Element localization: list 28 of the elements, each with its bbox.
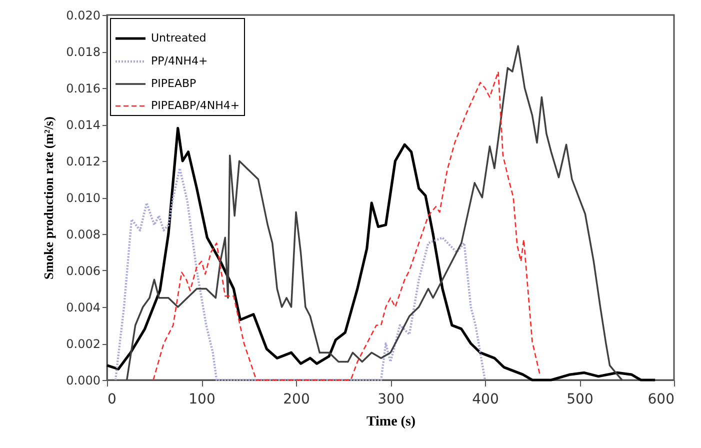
line-series <box>106 126 656 382</box>
legend-label: PP/4NH4+ <box>151 54 208 68</box>
x-axis-title: Time (s) <box>366 414 416 430</box>
x-tick-label: 200 <box>283 392 310 408</box>
x-tick-label: 500 <box>566 392 594 408</box>
line-series <box>126 45 623 381</box>
y-tick-label: 0.018 <box>66 45 100 59</box>
line-series <box>152 70 540 381</box>
legend-label: Untreated <box>151 32 206 44</box>
x-tick-label: 0 <box>108 392 116 408</box>
y-tick-label: 0.008 <box>66 228 100 242</box>
legend-label: PIPEABP <box>151 77 197 90</box>
x-tick-label: 400 <box>472 392 499 408</box>
y-tick-label: 0.010 <box>66 191 100 205</box>
y-tick-label: 0.006 <box>66 264 100 278</box>
y-tick-label: 0.004 <box>66 300 100 314</box>
y-tick-label: 0.020 <box>66 8 100 22</box>
line-series <box>114 167 486 382</box>
y-tick-label: 0.012 <box>66 154 100 168</box>
y-tick-label: 0.002 <box>66 337 100 351</box>
x-tick-label: 300 <box>378 392 404 408</box>
y-tick-label: 0.014 <box>66 118 100 132</box>
y-tick-label: 0.000 <box>66 374 100 388</box>
legend-label: PIPEABP/4NH4+ <box>151 99 240 112</box>
y-axis-title: Smoke production rate (m²/s) <box>41 116 56 280</box>
x-tick-label: 100 <box>188 392 216 408</box>
y-tick-label: 0.016 <box>66 82 100 96</box>
x-tick-label: 600 <box>648 392 674 408</box>
